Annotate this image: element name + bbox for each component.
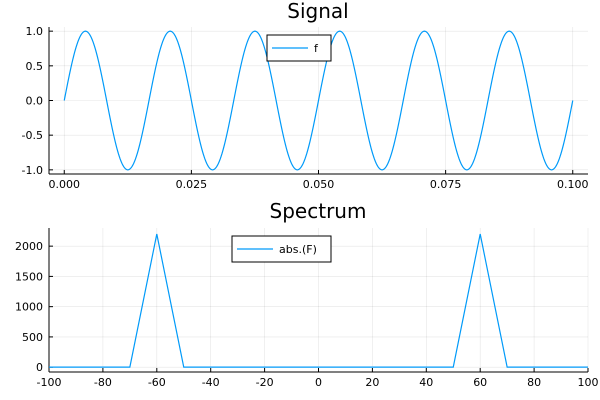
spectrum-series-line bbox=[49, 233, 588, 368]
signal-xtick-label: 0.100 bbox=[557, 178, 589, 191]
spectrum-xtick-label: -60 bbox=[148, 376, 166, 389]
signal-ytick-label: -1.0 bbox=[22, 164, 43, 177]
signal-panel: Signal 0.000 0.025 0.050 0.075 0.100 -1.0 -0.5… bbox=[22, 0, 589, 191]
signal-xtick-label: 0.050 bbox=[303, 178, 335, 191]
spectrum-title: Spectrum bbox=[270, 199, 367, 223]
spectrum-legend: abs.(F) bbox=[231, 235, 332, 263]
spectrum-xtick-label: -100 bbox=[37, 376, 62, 389]
spectrum-xtick-label: -20 bbox=[256, 376, 274, 389]
signal-ytick-label: -0.5 bbox=[22, 129, 43, 142]
spectrum-xtick-label: 20 bbox=[365, 376, 379, 389]
signal-title: Signal bbox=[287, 0, 348, 23]
spectrum-legend-label: abs.(F) bbox=[279, 243, 317, 256]
signal-ytick-label: 0.0 bbox=[26, 95, 44, 108]
spectrum-xtick-label: 100 bbox=[578, 376, 599, 389]
spectrum-ytick-label: 1500 bbox=[15, 270, 43, 283]
spectrum-xtick-label: 60 bbox=[473, 376, 487, 389]
signal-xtick-label: 0.000 bbox=[49, 178, 81, 191]
signal-series-line bbox=[63, 30, 574, 171]
spectrum-xtick-label: 80 bbox=[527, 376, 541, 389]
spectrum-ytick-label: 500 bbox=[22, 331, 43, 344]
spectrum-ytick-label: 2000 bbox=[15, 240, 43, 253]
spectrum-ytick-label: 1000 bbox=[15, 301, 43, 314]
signal-ytick-label: 1.0 bbox=[26, 25, 44, 38]
spectrum-ytick-label: 0 bbox=[36, 361, 43, 374]
spectrum-panel: Spectrum -100 -80 -60 -40 -20 0 20 40 60 80 100050… bbox=[15, 199, 599, 389]
spectrum-series bbox=[49, 233, 588, 368]
signal-ytick-label: 0.5 bbox=[26, 60, 44, 73]
spectrum-xtick-label: -40 bbox=[202, 376, 220, 389]
signal-legend: f bbox=[266, 34, 332, 62]
spectrum-ticks: -100 -80 -60 -40 -20 0 20 40 60 80 100050010001500… bbox=[15, 240, 599, 389]
signal-xtick-label: 0.075 bbox=[430, 178, 462, 191]
spectrum-xtick-label: 40 bbox=[419, 376, 433, 389]
spectrum-xtick-label: -80 bbox=[94, 376, 112, 389]
signal-series bbox=[63, 30, 574, 171]
spectrum-xtick-label: 0 bbox=[315, 376, 322, 389]
signal-ticks: 0.000 0.025 0.050 0.075 0.100 -1.0 -0.5 0.0 0.5 1… bbox=[22, 25, 589, 191]
signal-legend-label: f bbox=[314, 42, 319, 55]
signal-xtick-label: 0.025 bbox=[176, 178, 208, 191]
